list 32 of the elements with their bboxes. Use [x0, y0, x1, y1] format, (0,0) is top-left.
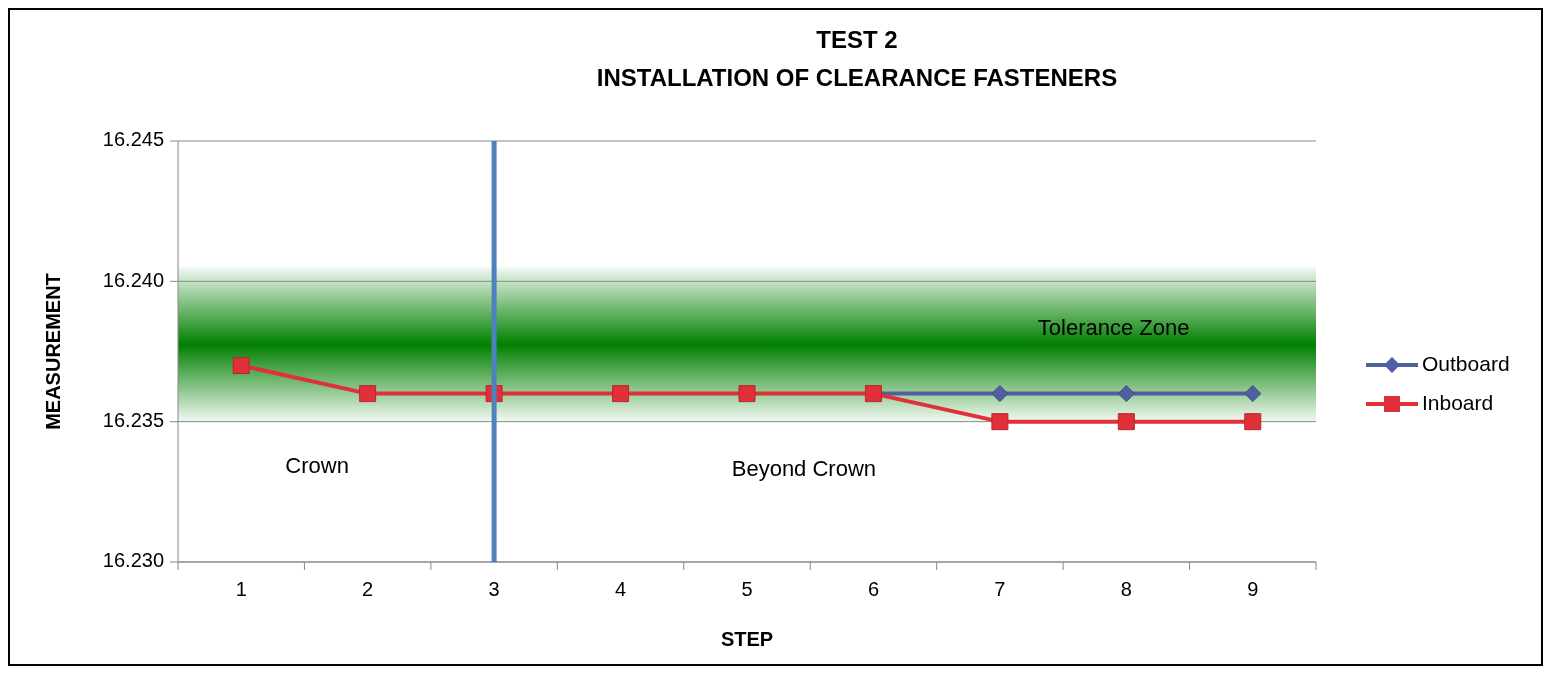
- x-tick-label: 9: [1247, 578, 1259, 600]
- legend-label: Inboard: [1422, 390, 1494, 414]
- point: [359, 385, 377, 403]
- annotation: Beyond Crown: [731, 455, 877, 481]
- y-tick-label: 16.235: [102, 408, 164, 431]
- point: [1117, 413, 1135, 431]
- x-tick-label: 4: [614, 578, 627, 600]
- point: [991, 385, 1009, 403]
- y-tick-label: 16.230: [102, 549, 164, 572]
- point: [612, 385, 630, 403]
- x-axis-title: STEP: [720, 628, 774, 650]
- point: [991, 413, 1009, 431]
- point: [738, 385, 756, 403]
- point: [232, 357, 250, 375]
- point: [1117, 385, 1135, 403]
- point: [1244, 385, 1262, 403]
- legend-label: Outboard: [1422, 351, 1510, 375]
- x-tick-label: 1: [235, 578, 247, 600]
- x-tick-label: 3: [488, 578, 500, 600]
- annotation: Crown: [285, 452, 349, 478]
- x-tick-label: 6: [867, 578, 880, 600]
- chart-title: TEST 2: [816, 26, 898, 53]
- x-tick-label: 8: [1120, 578, 1132, 600]
- x-tick-label: 7: [994, 578, 1006, 600]
- x-tick-label: 2: [362, 578, 374, 600]
- x-tick-label: 5: [741, 578, 753, 600]
- y-tick-label: 16.240: [102, 268, 164, 291]
- point: [1244, 413, 1262, 431]
- chart-subtitle: INSTALLATION OF CLEARANCE FASTENERS: [596, 64, 1118, 91]
- y-tick-label: 16.245: [102, 128, 164, 151]
- y-axis-title: MEASUREMENT: [42, 273, 64, 430]
- band-label: Tolerance Zone: [1037, 314, 1190, 340]
